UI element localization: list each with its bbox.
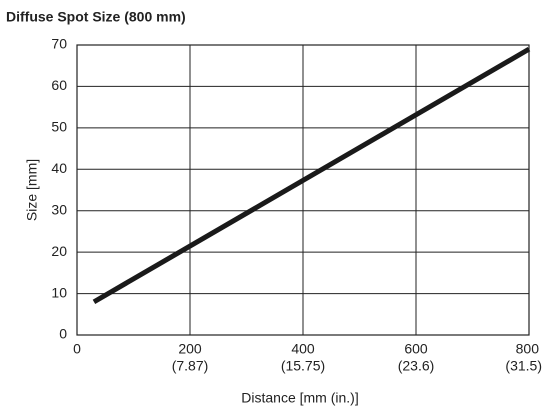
plot-frame (76, 44, 530, 336)
y-tick-label: 30 (51, 201, 67, 217)
x-tick-label: 400 (291, 341, 315, 357)
x-tick-label: 200 (178, 341, 202, 357)
x-tick-label: 800 (516, 341, 540, 357)
x-axis-label: Distance [mm (in.)] (241, 390, 358, 406)
y-tick-label: 20 (51, 243, 67, 259)
y-tick-label: 40 (51, 160, 67, 176)
x-tick-sublabel: (23.6) (398, 358, 435, 374)
x-tick-label: 600 (404, 341, 428, 357)
y-tick-label: 50 (51, 119, 67, 135)
chart-title: Diffuse Spot Size (800 mm) (6, 9, 186, 25)
x-tick-sublabel: (15.75) (281, 358, 325, 374)
x-tick-sublabel: (7.87) (172, 358, 209, 374)
x-tick-sublabel: (31.5) (505, 358, 542, 374)
data-line (92, 46, 531, 305)
y-tick-label: 0 (59, 326, 67, 342)
y-tick-label: 60 (51, 77, 67, 93)
y-tick-label: 10 (51, 284, 67, 300)
y-tick-label: 70 (51, 36, 67, 52)
y-axis-label: Size [mm] (24, 159, 40, 221)
x-tick-label: 0 (73, 341, 81, 357)
